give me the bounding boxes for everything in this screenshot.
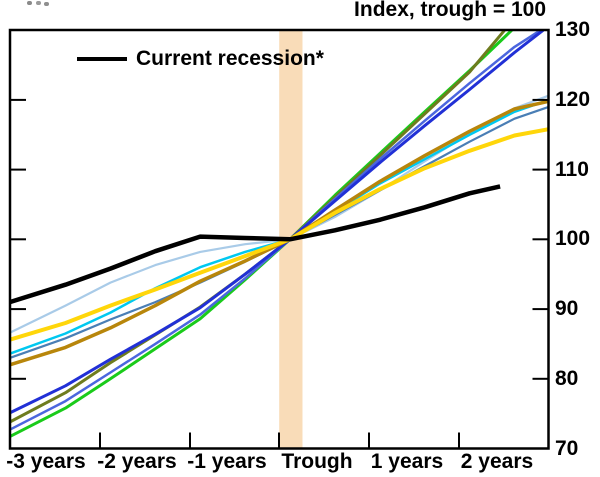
x-axis-label: -3 years [6, 450, 86, 473]
y-axis-label: 90 [555, 297, 579, 321]
y-axis-label: 100 [555, 227, 591, 251]
x-axis-label: -2 years [97, 450, 177, 473]
legend-label: Current recession* [136, 47, 324, 70]
cropped-title-artifact [27, 1, 32, 5]
x-axis-label: 2 years [460, 450, 534, 473]
y-axis-label: 120 [555, 87, 591, 111]
y-axis-label: 110 [555, 157, 589, 181]
x-axis-label: -1 years [187, 450, 267, 473]
series-line-royal-blue [9, 29, 542, 431]
chart-title: Index, trough = 100 [354, 0, 546, 21]
series-line-dark-goldenrod [9, 99, 549, 367]
series-line-olive [9, 29, 506, 424]
x-axis-label: Trough [281, 450, 353, 473]
legend: Current recession* [77, 46, 324, 72]
y-axis-label: 80 [555, 366, 579, 390]
series-line-cyan [9, 98, 550, 355]
series-line-yellow [9, 127, 549, 342]
y-axis-label: 70 [555, 436, 579, 460]
series-line-current-recession [9, 184, 501, 305]
series-line-steel-blue [9, 105, 549, 359]
x-axis-label: 1 years [370, 450, 444, 473]
y-axis-label: 130 [555, 18, 591, 42]
legend-line-sample [77, 57, 127, 61]
